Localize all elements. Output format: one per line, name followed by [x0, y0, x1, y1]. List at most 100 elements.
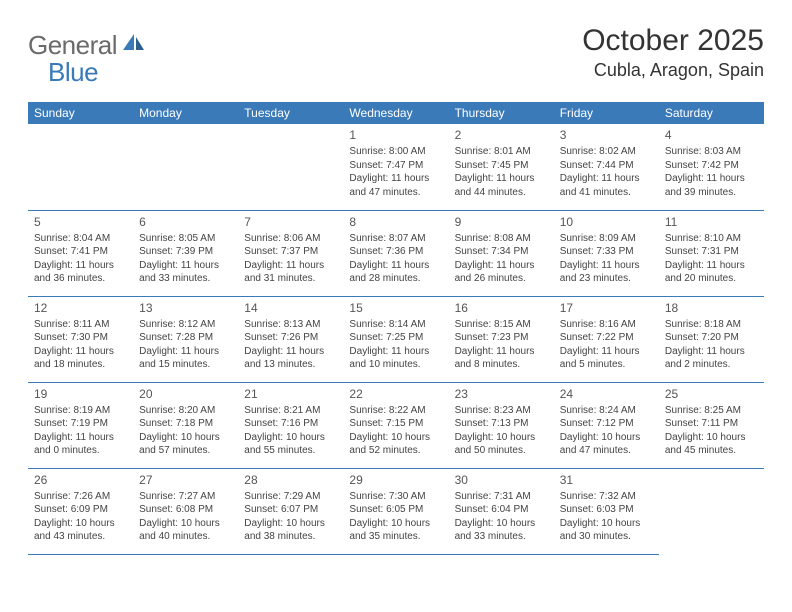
day-cell: 3 Sunrise: 8:02 AMSunset: 7:44 PMDaylight…	[554, 124, 659, 210]
day-cell-blank	[238, 124, 343, 210]
day-info: Sunrise: 8:13 AMSunset: 7:26 PMDaylight:…	[244, 318, 337, 372]
day-header: Thursday	[449, 102, 554, 124]
day-header: Monday	[133, 102, 238, 124]
day-cell: 21 Sunrise: 8:21 AMSunset: 7:16 PMDayligh…	[238, 382, 343, 468]
calendar-row: 12 Sunrise: 8:11 AMSunset: 7:30 PMDayligh…	[28, 296, 764, 382]
day-info: Sunrise: 8:18 AMSunset: 7:20 PMDaylight:…	[665, 318, 758, 372]
day-number: 17	[560, 300, 653, 316]
day-cell: 2Sunrise: 8:01 AMSunset: 7:45 PMDaylight…	[449, 124, 554, 210]
day-header-row: SundayMondayTuesdayWednesdayThursdayFrid…	[28, 102, 764, 124]
calendar-row: 19 Sunrise: 8:19 AMSunset: 7:19 PMDayligh…	[28, 382, 764, 468]
day-number: 8	[349, 214, 442, 230]
day-number: 30	[455, 472, 548, 488]
day-info: Sunrise: 8:04 AMSunset: 7:41 PMDaylight:…	[34, 232, 127, 286]
day-number: 1	[349, 127, 442, 143]
day-info: Sunrise: 8:15 AMSunset: 7:23 PMDaylight:…	[455, 318, 548, 372]
day-cell: 28 Sunrise: 7:29 AMSunset: 6:07 PMDayligh…	[238, 468, 343, 554]
day-info: Sunrise: 7:27 AMSunset: 6:08 PMDaylight:…	[139, 490, 232, 544]
day-number: 20	[139, 386, 232, 402]
day-info: Sunrise: 8:00 AMSunset: 7:47 PMDaylight:…	[349, 145, 442, 199]
day-number: 29	[349, 472, 442, 488]
day-number: 26	[34, 472, 127, 488]
month-title: October 2025	[582, 24, 764, 58]
day-number: 16	[455, 300, 548, 316]
day-cell: 11 Sunrise: 8:10 AMSunset: 7:31 PMDayligh…	[659, 210, 764, 296]
day-cell: 1 Sunrise: 8:00 AMSunset: 7:47 PMDaylight…	[343, 124, 448, 210]
day-info: Sunrise: 7:31 AMSunset: 6:04 PMDaylight:…	[455, 490, 548, 544]
day-header: Tuesday	[238, 102, 343, 124]
day-cell: 19 Sunrise: 8:19 AMSunset: 7:19 PMDayligh…	[28, 382, 133, 468]
day-info: Sunrise: 8:10 AMSunset: 7:31 PMDaylight:…	[665, 232, 758, 286]
day-number: 10	[560, 214, 653, 230]
day-number: 24	[560, 386, 653, 402]
day-info: Sunrise: 8:05 AMSunset: 7:39 PMDaylight:…	[139, 232, 232, 286]
day-number: 27	[139, 472, 232, 488]
day-info: Sunrise: 8:20 AMSunset: 7:18 PMDaylight:…	[139, 404, 232, 458]
day-info: Sunrise: 8:22 AMSunset: 7:15 PMDaylight:…	[349, 404, 442, 458]
day-number: 19	[34, 386, 127, 402]
logo-sail-icon	[123, 34, 145, 57]
day-cell: 17Sunrise: 8:16 AMSunset: 7:22 PMDayligh…	[554, 296, 659, 382]
day-number: 9	[455, 214, 548, 230]
day-number: 4	[665, 127, 758, 143]
day-cell: 15Sunrise: 8:14 AMSunset: 7:25 PMDayligh…	[343, 296, 448, 382]
day-cell: 14Sunrise: 8:13 AMSunset: 7:26 PMDayligh…	[238, 296, 343, 382]
day-info: Sunrise: 8:06 AMSunset: 7:37 PMDaylight:…	[244, 232, 337, 286]
day-cell-blank	[28, 124, 133, 210]
day-cell: 16 Sunrise: 8:15 AMSunset: 7:23 PMDayligh…	[449, 296, 554, 382]
day-number: 18	[665, 300, 758, 316]
day-cell: 4 Sunrise: 8:03 AMSunset: 7:42 PMDaylight…	[659, 124, 764, 210]
day-cell: 26 Sunrise: 7:26 AMSunset: 6:09 PMDayligh…	[28, 468, 133, 554]
day-cell-blank	[659, 468, 764, 554]
day-number: 12	[34, 300, 127, 316]
day-info: Sunrise: 8:09 AMSunset: 7:33 PMDaylight:…	[560, 232, 653, 286]
day-info: Sunrise: 8:07 AMSunset: 7:36 PMDaylight:…	[349, 232, 442, 286]
day-cell: 18 Sunrise: 8:18 AMSunset: 7:20 PMDayligh…	[659, 296, 764, 382]
day-number: 5	[34, 214, 127, 230]
day-cell: 20 Sunrise: 8:20 AMSunset: 7:18 PMDayligh…	[133, 382, 238, 468]
day-cell: 13 Sunrise: 8:12 AMSunset: 7:28 PMDayligh…	[133, 296, 238, 382]
day-number: 22	[349, 386, 442, 402]
day-info: Sunrise: 8:25 AMSunset: 7:11 PMDaylight:…	[665, 404, 758, 458]
day-cell: 27 Sunrise: 7:27 AMSunset: 6:08 PMDayligh…	[133, 468, 238, 554]
day-info: Sunrise: 8:12 AMSunset: 7:28 PMDaylight:…	[139, 318, 232, 372]
day-header: Saturday	[659, 102, 764, 124]
day-number: 11	[665, 214, 758, 230]
day-number: 2	[455, 127, 548, 143]
day-cell: 31Sunrise: 7:32 AMSunset: 6:03 PMDayligh…	[554, 468, 659, 554]
day-number: 25	[665, 386, 758, 402]
day-number: 28	[244, 472, 337, 488]
day-cell: 12 Sunrise: 8:11 AMSunset: 7:30 PMDayligh…	[28, 296, 133, 382]
day-number: 23	[455, 386, 548, 402]
day-number: 6	[139, 214, 232, 230]
day-cell: 30 Sunrise: 7:31 AMSunset: 6:04 PMDayligh…	[449, 468, 554, 554]
day-info: Sunrise: 7:26 AMSunset: 6:09 PMDaylight:…	[34, 490, 127, 544]
day-cell: 8 Sunrise: 8:07 AMSunset: 7:36 PMDaylight…	[343, 210, 448, 296]
day-header: Wednesday	[343, 102, 448, 124]
day-cell: 23Sunrise: 8:23 AMSunset: 7:13 PMDayligh…	[449, 382, 554, 468]
day-info: Sunrise: 8:03 AMSunset: 7:42 PMDaylight:…	[665, 145, 758, 199]
day-cell: 24Sunrise: 8:24 AMSunset: 7:12 PMDayligh…	[554, 382, 659, 468]
day-number: 21	[244, 386, 337, 402]
day-info: Sunrise: 7:30 AMSunset: 6:05 PMDaylight:…	[349, 490, 442, 544]
logo-text-sub: Blue	[48, 57, 98, 87]
day-number: 13	[139, 300, 232, 316]
day-info: Sunrise: 8:21 AMSunset: 7:16 PMDaylight:…	[244, 404, 337, 458]
day-cell-blank	[133, 124, 238, 210]
day-info: Sunrise: 7:29 AMSunset: 6:07 PMDaylight:…	[244, 490, 337, 544]
day-cell: 22 Sunrise: 8:22 AMSunset: 7:15 PMDayligh…	[343, 382, 448, 468]
day-number: 7	[244, 214, 337, 230]
day-info: Sunrise: 8:19 AMSunset: 7:19 PMDaylight:…	[34, 404, 127, 458]
day-cell: 7 Sunrise: 8:06 AMSunset: 7:37 PMDaylight…	[238, 210, 343, 296]
day-info: Sunrise: 8:11 AMSunset: 7:30 PMDaylight:…	[34, 318, 127, 372]
day-cell: 5 Sunrise: 8:04 AMSunset: 7:41 PMDaylight…	[28, 210, 133, 296]
day-cell: 6 Sunrise: 8:05 AMSunset: 7:39 PMDaylight…	[133, 210, 238, 296]
day-number: 3	[560, 127, 653, 143]
day-cell: 25 Sunrise: 8:25 AMSunset: 7:11 PMDayligh…	[659, 382, 764, 468]
day-cell: 10 Sunrise: 8:09 AMSunset: 7:33 PMDayligh…	[554, 210, 659, 296]
calendar-body: 1 Sunrise: 8:00 AMSunset: 7:47 PMDaylight…	[28, 124, 764, 554]
day-info: Sunrise: 7:32 AMSunset: 6:03 PMDaylight:…	[560, 490, 653, 544]
day-info: Sunrise: 8:02 AMSunset: 7:44 PMDaylight:…	[560, 145, 653, 199]
day-cell: 9Sunrise: 8:08 AMSunset: 7:34 PMDaylight…	[449, 210, 554, 296]
calendar-row: 5 Sunrise: 8:04 AMSunset: 7:41 PMDaylight…	[28, 210, 764, 296]
